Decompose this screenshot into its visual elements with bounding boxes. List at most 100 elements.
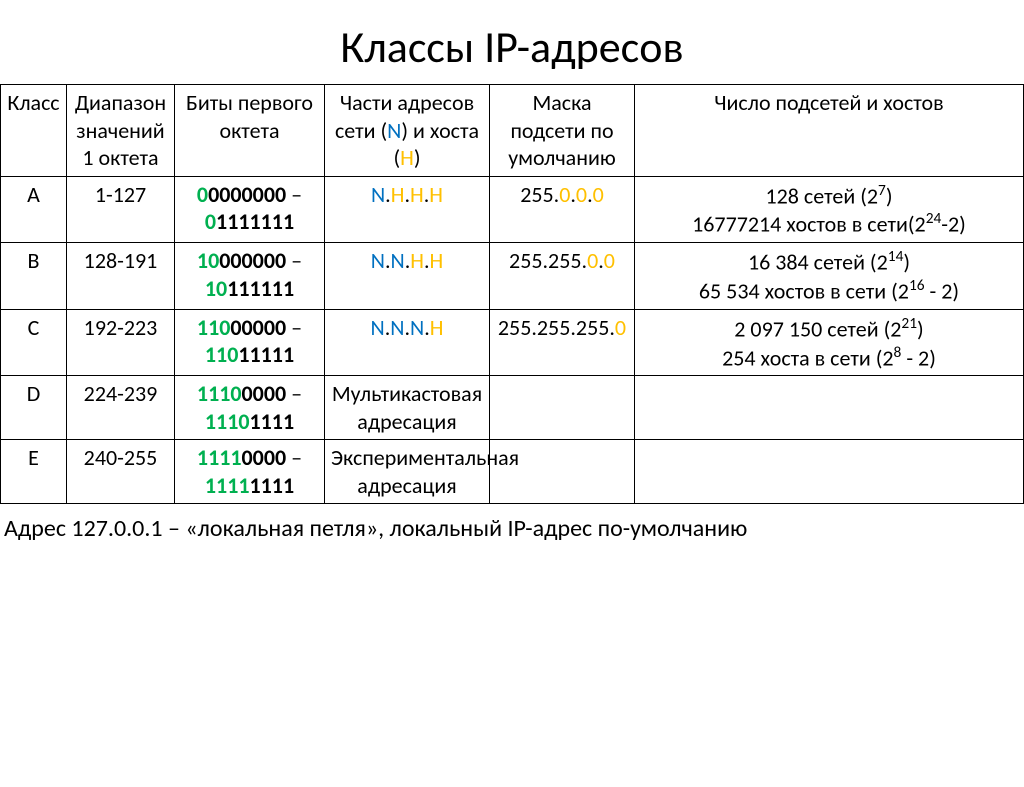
cell-bits: 10000000 – 10111111 (175, 243, 325, 310)
count-l1: 16 384 сетей (2 (748, 248, 888, 275)
bits-pfx: 1111 (205, 472, 250, 499)
col-class: Класс (1, 85, 67, 177)
col-bits: Биты первого октета (175, 85, 325, 177)
count-sup: 7 (878, 181, 886, 200)
count-post: - 2) (925, 277, 960, 304)
count-sup: 24 (926, 209, 942, 228)
cell-mask: 255.0.0.0 (490, 176, 635, 243)
footnote: Адрес 127.0.0.1 – «локальная петля», лок… (0, 504, 1024, 543)
part-H: H (410, 247, 424, 274)
table-row: C 192-223 11000000 – 11011111 N.N.N.H 25… (1, 309, 1024, 376)
bits-dash: – (286, 181, 302, 208)
count-l2: 254 хоста в сети (2 (722, 344, 893, 371)
cell-bits: 11110000 – 11111111 (175, 440, 325, 504)
cell-mask: 255.255.0.0 (490, 243, 635, 310)
bits-pfx: 10 (205, 275, 227, 302)
count-post: -2) (941, 211, 966, 238)
count-post: - 2) (901, 344, 936, 371)
count-sup: 14 (888, 247, 904, 266)
bits-dash: – (286, 380, 302, 407)
bits-dash: – (286, 247, 302, 274)
bits-pfx: 10 (197, 247, 219, 274)
cell-range: 224-239 (67, 376, 175, 440)
cell-class: A (1, 176, 67, 243)
bits-pfx: 110 (205, 341, 238, 368)
bits-dash: – (286, 444, 302, 471)
table-row: B 128-191 10000000 – 10111111 N.N.H.H 25… (1, 243, 1024, 310)
count-l2: 65 534 хостов в сети (2 (699, 277, 909, 304)
part-N: N (370, 314, 384, 341)
mask-seg: 255.255. (509, 247, 587, 274)
bits-pfx: 0 (197, 181, 208, 208)
count-l1: 128 сетей (2 (765, 182, 878, 209)
cell-range: 192-223 (67, 309, 175, 376)
hdr-parts-N: N (387, 117, 401, 144)
page-title: Классы IP-адресов (0, 20, 1024, 74)
count-sup: 16 (909, 276, 925, 295)
part-H: H (429, 181, 443, 208)
bits-rest: 111111 (227, 275, 294, 302)
hdr-parts-H: H (400, 144, 414, 171)
bits-rest: 1111 (250, 472, 295, 499)
cell-class: E (1, 440, 67, 504)
mask-seg: 0 (615, 314, 626, 341)
count-sup: 21 (901, 314, 917, 333)
part-N: N (391, 247, 405, 274)
cell-bits: 11100000 – 11101111 (175, 376, 325, 440)
cell-note: Экспериментальная адресация (325, 440, 490, 504)
slide: Классы IP-адресов Класс Диапазон значени… (0, 20, 1024, 787)
cell-class: C (1, 309, 67, 376)
col-parts: Части адресов сети (N) и хоста (H) (325, 85, 490, 177)
cell-parts: N.H.H.H (325, 176, 490, 243)
cell-count (635, 376, 1024, 440)
cell-range: 240-255 (67, 440, 175, 504)
cell-bits: 11000000 – 11011111 (175, 309, 325, 376)
part-H: H (430, 247, 444, 274)
count-post: ) (886, 182, 893, 209)
part-H: H (391, 181, 405, 208)
cell-mask (490, 376, 635, 440)
count-l2: 16777214 хостов в сети(2 (692, 211, 926, 238)
mask-seg: 0 (576, 181, 587, 208)
bits-rest: 000000 (219, 247, 286, 274)
bits-pfx: 1110 (205, 408, 250, 435)
cell-class: B (1, 243, 67, 310)
bits-rest: 1111 (250, 408, 295, 435)
table-header-row: Класс Диапазон значений 1 октета Биты пе… (1, 85, 1024, 177)
cell-count: 2 097 150 сетей (221) 254 хоста в сети (… (635, 309, 1024, 376)
col-count: Число подсетей и хостов (635, 85, 1024, 177)
cell-class: D (1, 376, 67, 440)
count-l1: 2 097 150 сетей (2 (734, 315, 901, 342)
mask-seg: 0 (587, 247, 598, 274)
cell-parts: N.N.N.H (325, 309, 490, 376)
bits-rest: 1111111 (216, 208, 294, 235)
part-N: N (371, 247, 385, 274)
cell-count (635, 440, 1024, 504)
cell-count: 16 384 сетей (214) 65 534 хостов в сети … (635, 243, 1024, 310)
bits-pfx: 0 (205, 208, 216, 235)
count-post: ) (917, 315, 924, 342)
table-row: A 1-127 00000000 – 01111111 N.H.H.H 255.… (1, 176, 1024, 243)
part-H: H (430, 314, 444, 341)
cell-mask: 255.255.255.0 (490, 309, 635, 376)
mask-seg: 255.255.255. (498, 314, 615, 341)
mask-seg: 255. (520, 181, 559, 208)
cell-range: 128-191 (67, 243, 175, 310)
bits-pfx: 1111 (197, 444, 242, 471)
cell-bits: 00000000 – 01111111 (175, 176, 325, 243)
cell-range: 1-127 (67, 176, 175, 243)
mask-seg: 0 (559, 181, 570, 208)
bits-rest: 11111 (238, 341, 294, 368)
bits-dash: – (286, 314, 302, 341)
part-N: N (410, 314, 424, 341)
cell-note: Мультикастовая адресация (325, 376, 490, 440)
mask-seg: 0 (604, 247, 615, 274)
mask-seg: 0 (593, 181, 604, 208)
ip-classes-table: Класс Диапазон значений 1 октета Биты пе… (0, 84, 1024, 504)
bits-pfx: 1110 (197, 380, 242, 407)
part-H: H (410, 181, 424, 208)
count-post: ) (903, 248, 910, 275)
bits-rest: 0000 (242, 380, 287, 407)
bits-rest: 0000 (242, 444, 287, 471)
table-row: D 224-239 11100000 – 11101111 Мультикаст… (1, 376, 1024, 440)
